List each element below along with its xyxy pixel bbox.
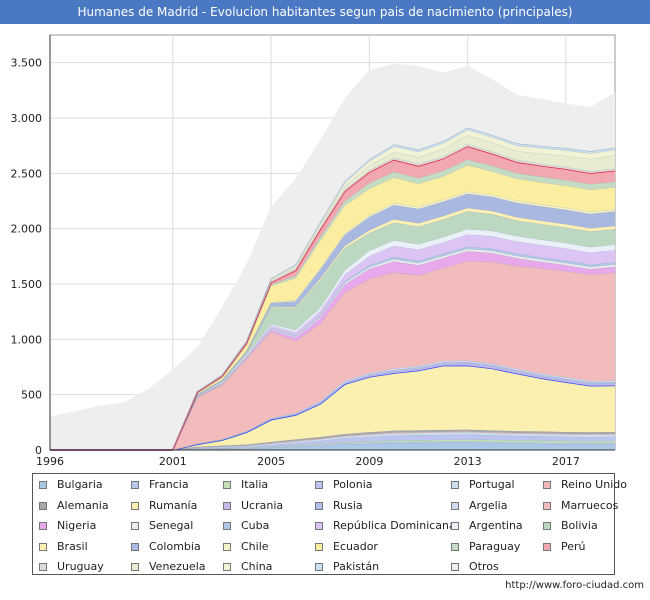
legend-label: Ucrania	[241, 498, 284, 512]
legend-label: Alemania	[57, 498, 109, 512]
legend-label: Paraguay	[469, 539, 521, 553]
legend-swatch	[315, 501, 323, 510]
legend-label: Francia	[149, 478, 189, 491]
legend-swatch	[315, 542, 323, 551]
legend-swatch	[315, 481, 323, 489]
legend-swatch	[223, 522, 231, 530]
legend-swatch	[223, 481, 231, 489]
legend-swatch	[451, 563, 459, 571]
x-tick-label: 1996	[36, 455, 64, 468]
area-ecuador	[50, 165, 615, 451]
legend-swatch	[39, 501, 47, 510]
y-tick-label: 0	[35, 444, 42, 457]
legend-label: Bolivia	[561, 519, 598, 532]
legend-swatch	[543, 522, 551, 530]
area-colombia	[50, 193, 615, 450]
area-peru	[50, 146, 615, 450]
chart-legend: Bulgaria Francia Italia Polonia Portugal Rein…	[32, 473, 627, 575]
legend-swatch	[39, 481, 47, 489]
legend-label: Pakistán	[333, 560, 380, 573]
legend-label: Argentina	[469, 519, 523, 532]
legend-swatch	[223, 563, 231, 571]
legend-swatch	[223, 542, 231, 551]
legend-label: Rumanía	[149, 498, 198, 512]
legend-swatch	[543, 481, 551, 489]
legend-label: Venezuela	[149, 560, 206, 573]
legend-swatch	[543, 542, 551, 551]
legend-swatch	[131, 481, 139, 489]
legend-label: Bulgaria	[57, 478, 103, 491]
area-bolivia	[50, 211, 615, 450]
legend-swatch	[131, 542, 139, 551]
area-republica-dominicana	[50, 234, 615, 450]
x-tick-label: 2017	[552, 455, 580, 468]
area-polonia	[50, 434, 615, 450]
legend-label: Marruecos	[561, 498, 619, 512]
legend-swatch	[131, 501, 139, 510]
legend-label: Reino Unido	[561, 478, 627, 491]
source-credit: http://www.foro-ciudad.com	[505, 580, 644, 591]
legend-swatch	[451, 481, 459, 489]
legend-swatch	[543, 501, 551, 510]
area-marruecos	[50, 261, 615, 450]
legend-label: Portugal	[469, 478, 515, 491]
legend-label: Chile	[241, 539, 269, 553]
legend-swatch	[451, 542, 459, 551]
legend-swatch	[315, 563, 323, 571]
legend-swatch	[39, 522, 47, 530]
legend-label: Otros	[469, 560, 499, 573]
legend-label: Colombia	[149, 539, 201, 553]
legend-swatch	[39, 563, 47, 571]
x-tick-label: 2013	[454, 455, 482, 468]
legend-swatch	[39, 542, 47, 551]
y-tick-label: 1.500	[11, 278, 43, 291]
legend-label: Argelia	[469, 498, 508, 512]
legend-label: China	[241, 560, 273, 573]
x-tick-label: 2001	[159, 455, 187, 468]
y-tick-label: 2.500	[11, 167, 43, 180]
legend-label: Nigeria	[57, 519, 97, 532]
chart-title: Humanes de Madrid - Evolucion habitantes…	[0, 0, 650, 24]
legend-swatch	[131, 563, 139, 571]
legend-label: Rusia	[333, 498, 363, 512]
legend-swatch	[451, 522, 459, 530]
y-tick-label: 3.000	[11, 112, 43, 125]
legend-label: Perú	[561, 539, 586, 553]
y-tick-label: 2.000	[11, 223, 43, 236]
area-rumania	[50, 365, 615, 450]
x-tick-label: 2009	[355, 455, 383, 468]
legend-label: Ecuador	[333, 539, 378, 553]
legend-label: Uruguay	[57, 560, 104, 573]
legend-label: Brasil	[57, 539, 88, 553]
legend-label: Senegal	[149, 519, 194, 532]
legend-label: Cuba	[241, 519, 270, 532]
chart-plot: 0 500 1.000 1.500 2.000 2.500 3.000 3.500 1996 20…	[11, 34, 616, 468]
legend-label: Italia	[241, 478, 269, 491]
y-tick-label: 500	[21, 389, 42, 402]
legend-swatch	[131, 522, 139, 530]
y-tick-label: 3.500	[11, 57, 43, 70]
x-tick-label: 2005	[257, 455, 285, 468]
legend-label: República Dominicana	[333, 519, 456, 532]
legend-swatch	[315, 522, 323, 530]
legend-swatch	[451, 501, 459, 510]
legend-label: Polonia	[333, 478, 373, 491]
legend-swatch	[223, 501, 231, 510]
y-tick-label: 1.000	[11, 333, 43, 346]
area-bulgaria	[50, 442, 615, 450]
